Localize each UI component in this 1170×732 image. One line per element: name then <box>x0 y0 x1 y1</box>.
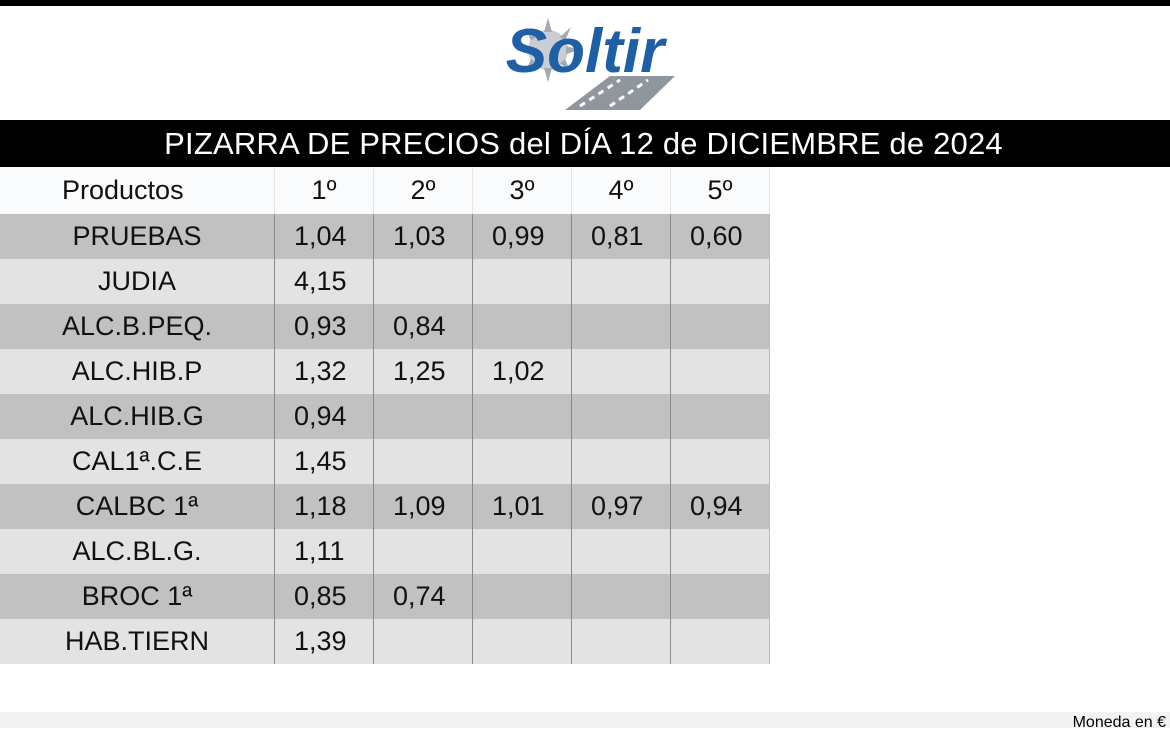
price-cell <box>472 574 572 619</box>
product-name: PRUEBAS <box>0 214 275 259</box>
sun-icon <box>516 18 580 82</box>
price-cell <box>571 439 671 484</box>
price-cell: 1,03 <box>373 214 473 259</box>
price-cell: 0,81 <box>571 214 671 259</box>
price-cell: 0,94 <box>274 394 374 439</box>
product-name: CAL1ª.C.E <box>0 439 275 484</box>
price-cell <box>373 439 473 484</box>
price-table: Productos 1º 2º 3º 4º 5º PRUEBAS 1,04 1,… <box>0 167 770 664</box>
price-cell: 4,15 <box>274 259 374 304</box>
table-row: ALC.HIB.P 1,32 1,25 1,02 <box>0 349 770 394</box>
top-border <box>0 0 1170 6</box>
price-cell <box>571 394 671 439</box>
price-cell: 0,60 <box>670 214 770 259</box>
product-name: ALC.HIB.G <box>0 394 275 439</box>
table-row: ALC.B.PEQ. 0,93 0,84 <box>0 304 770 349</box>
price-cell <box>571 259 671 304</box>
price-cell <box>472 529 572 574</box>
price-cell <box>670 574 770 619</box>
price-cell: 1,01 <box>472 484 572 529</box>
column-header-products: Productos <box>0 167 275 214</box>
column-header-5: 5º <box>670 167 770 214</box>
price-cell <box>373 259 473 304</box>
column-header-4: 4º <box>571 167 671 214</box>
price-cell: 0,84 <box>373 304 473 349</box>
price-cell <box>670 304 770 349</box>
page-title: PIZARRA DE PRECIOS del DÍA 12 de DICIEMB… <box>164 125 1003 161</box>
price-cell <box>373 619 473 664</box>
product-name: ALC.BL.G. <box>0 529 275 574</box>
price-cell <box>472 304 572 349</box>
logo-wordmark: Soltir <box>506 17 667 86</box>
product-name: BROC 1ª <box>0 574 275 619</box>
price-cell <box>670 439 770 484</box>
price-cell <box>373 529 473 574</box>
price-cell: 0,74 <box>373 574 473 619</box>
price-cell: 1,32 <box>274 349 374 394</box>
price-cell <box>670 259 770 304</box>
product-name: JUDIA <box>0 259 275 304</box>
price-cell: 1,18 <box>274 484 374 529</box>
table-header-row: Productos 1º 2º 3º 4º 5º <box>0 167 770 214</box>
price-cell: 1,39 <box>274 619 374 664</box>
price-cell <box>670 619 770 664</box>
price-cell <box>472 394 572 439</box>
price-cell: 0,93 <box>274 304 374 349</box>
price-cell <box>571 529 671 574</box>
price-cell <box>571 304 671 349</box>
price-cell <box>571 349 671 394</box>
column-header-1: 1º <box>274 167 374 214</box>
soltir-logo: Soltir <box>470 6 700 118</box>
price-cell <box>670 349 770 394</box>
table-row: HAB.TIERN 1,39 <box>0 619 770 664</box>
footer-strip <box>0 712 1170 728</box>
price-cell <box>670 529 770 574</box>
price-cell: 1,25 <box>373 349 473 394</box>
currency-note: Moneda en € <box>1072 714 1166 731</box>
road-icon <box>565 76 675 110</box>
product-name: ALC.B.PEQ. <box>0 304 275 349</box>
price-cell <box>472 439 572 484</box>
price-cell: 0,97 <box>571 484 671 529</box>
price-cell: 1,02 <box>472 349 572 394</box>
price-cell <box>373 394 473 439</box>
price-cell: 1,11 <box>274 529 374 574</box>
price-cell <box>472 619 572 664</box>
table-row: ALC.HIB.G 0,94 <box>0 394 770 439</box>
price-cell: 0,85 <box>274 574 374 619</box>
page-title-bar: PIZARRA DE PRECIOS del DÍA 12 de DICIEMB… <box>0 120 1170 167</box>
product-name: CALBC 1ª <box>0 484 275 529</box>
price-cell <box>472 259 572 304</box>
price-cell: 1,04 <box>274 214 374 259</box>
price-cell <box>571 574 671 619</box>
table-row: CALBC 1ª 1,18 1,09 1,01 0,97 0,94 <box>0 484 770 529</box>
table-row: ALC.BL.G. 1,11 <box>0 529 770 574</box>
price-cell: 0,94 <box>670 484 770 529</box>
price-cell: 1,45 <box>274 439 374 484</box>
product-name: ALC.HIB.P <box>0 349 275 394</box>
price-cell: 0,99 <box>472 214 572 259</box>
table-row: JUDIA 4,15 <box>0 259 770 304</box>
table-row: BROC 1ª 0,85 0,74 <box>0 574 770 619</box>
price-cell <box>670 394 770 439</box>
column-header-2: 2º <box>373 167 473 214</box>
price-cell <box>571 619 671 664</box>
table-row: PRUEBAS 1,04 1,03 0,99 0,81 0,60 <box>0 214 770 259</box>
price-cell: 1,09 <box>373 484 473 529</box>
column-header-3: 3º <box>472 167 572 214</box>
product-name: HAB.TIERN <box>0 619 275 664</box>
table-row: CAL1ª.C.E 1,45 <box>0 439 770 484</box>
